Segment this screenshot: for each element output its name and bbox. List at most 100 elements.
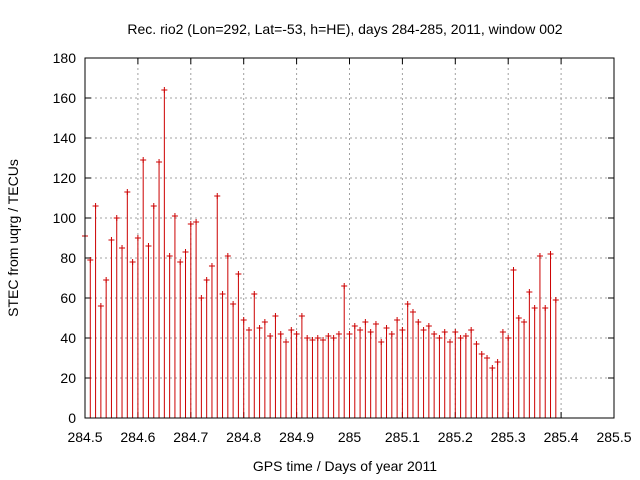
data-point — [171, 213, 178, 219]
data-point — [145, 243, 152, 249]
data-point — [536, 253, 543, 259]
x-tick-label: 284.9 — [279, 429, 314, 445]
data-point — [208, 263, 215, 269]
data-point — [531, 305, 538, 311]
x-tick-label: 285.1 — [385, 429, 420, 445]
x-tick-label: 284.7 — [173, 429, 208, 445]
x-tick-label: 285 — [338, 429, 362, 445]
x-tick-label: 284.5 — [67, 429, 102, 445]
data-point — [150, 203, 157, 209]
data-point — [441, 329, 448, 335]
data-point — [489, 365, 496, 371]
data-point — [431, 331, 438, 337]
data-point — [219, 291, 226, 297]
data-point — [261, 319, 268, 325]
chart-title: Rec. rio2 (Lon=292, Lat=-53, h=HE), days… — [127, 21, 562, 37]
y-tick-labels: 0 20 40 60 80 100 120 140 160 180 — [53, 50, 77, 426]
data-point — [351, 323, 358, 329]
plot-frame — [84, 57, 615, 419]
data-point — [325, 333, 332, 339]
data-point — [161, 87, 168, 93]
data-point — [394, 317, 401, 323]
data-point — [330, 335, 337, 341]
data-point — [182, 249, 189, 255]
data-point — [388, 331, 395, 337]
data-point — [193, 219, 200, 225]
data-point — [256, 325, 263, 331]
data-point — [542, 305, 549, 311]
y-axis-label: STEC from uqrg / TECUs — [5, 159, 21, 317]
data-point — [341, 283, 348, 289]
data-point — [372, 321, 379, 327]
data-point — [140, 157, 147, 163]
y-tick-label: 80 — [60, 250, 76, 266]
x-tick-label: 285.4 — [544, 429, 579, 445]
data-point — [436, 335, 443, 341]
data-point — [288, 327, 295, 333]
y-tick-label: 160 — [53, 90, 77, 106]
data-point — [547, 251, 554, 257]
x-tick-label: 285.3 — [491, 429, 526, 445]
data-point — [521, 319, 528, 325]
data-point — [134, 235, 141, 241]
data-point — [404, 301, 411, 307]
y-tick-label: 0 — [68, 410, 76, 426]
data-point — [383, 325, 390, 331]
data-point — [87, 257, 94, 263]
data-point — [473, 341, 480, 347]
data-point — [357, 327, 364, 333]
data-point — [214, 193, 221, 199]
x-axis-label: GPS time / Days of year 2011 — [253, 458, 437, 474]
data-point — [166, 253, 173, 259]
data-point — [447, 339, 454, 345]
data-point — [346, 331, 353, 337]
data-point — [415, 319, 422, 325]
data-point — [362, 319, 369, 325]
data-point — [293, 331, 300, 337]
data-point — [129, 259, 136, 265]
data-point — [499, 329, 506, 335]
data-point — [198, 295, 205, 301]
data-point — [245, 327, 252, 333]
y-tick-label: 100 — [53, 210, 77, 226]
data-point — [452, 329, 459, 335]
y-tick-label: 180 — [53, 50, 77, 66]
data-point — [505, 335, 512, 341]
data-point — [267, 333, 274, 339]
data-point — [230, 301, 237, 307]
data-point — [108, 237, 115, 243]
data-point — [494, 359, 501, 365]
data-point — [510, 267, 517, 273]
data-point — [177, 259, 184, 265]
y-tick-label: 140 — [53, 130, 77, 146]
x-tick-label: 284.8 — [226, 429, 261, 445]
data-point — [156, 159, 163, 165]
data-point — [240, 317, 247, 323]
data-point — [187, 221, 194, 227]
data-point — [314, 335, 321, 341]
data-point — [124, 189, 131, 195]
data-point — [425, 323, 432, 329]
data-point — [478, 351, 485, 357]
data-point — [320, 337, 327, 343]
data-point — [113, 215, 120, 221]
data-point — [468, 327, 475, 333]
data-point — [515, 315, 522, 321]
data-point — [235, 271, 242, 277]
data-point — [119, 245, 126, 251]
data-point — [420, 327, 427, 333]
data-point — [103, 277, 110, 283]
data-point — [552, 297, 559, 303]
data-point — [97, 303, 104, 309]
data-point — [251, 291, 258, 297]
x-tick-label: 285.2 — [438, 429, 473, 445]
x-tick-label: 284.6 — [120, 429, 155, 445]
data-point — [484, 355, 491, 361]
data-series — [82, 87, 559, 418]
data-point — [304, 335, 311, 341]
data-point — [203, 277, 210, 283]
data-point — [309, 337, 316, 343]
data-point — [367, 329, 374, 335]
data-point — [399, 327, 406, 333]
